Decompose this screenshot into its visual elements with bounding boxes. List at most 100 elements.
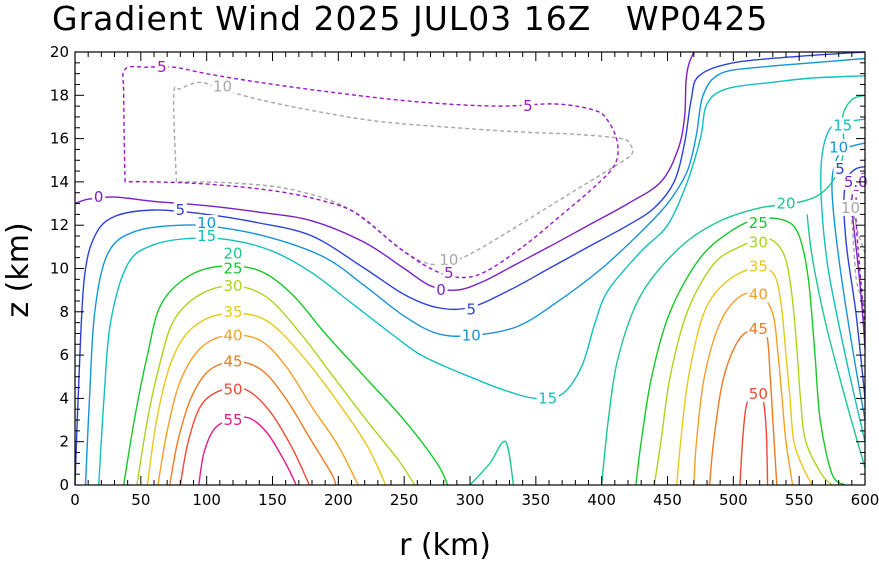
contour-pos30-label: 30 xyxy=(749,234,768,252)
contour-pos5-label: 5 xyxy=(176,201,186,219)
contour-pos55-label: 55 xyxy=(223,411,242,429)
contour-neg5-line xyxy=(855,172,866,328)
contour-neg5-line xyxy=(122,65,619,279)
y-tick-label: 2 xyxy=(59,433,69,451)
contour-pos15-label: 15 xyxy=(833,117,852,135)
contour-label-bg xyxy=(155,59,169,76)
contour-pos20-line xyxy=(806,214,866,468)
contour-label-bg xyxy=(437,251,460,268)
y-axis-ticks: 0 2 4 6 8 10 12 14 16 18 20 xyxy=(50,43,865,494)
contour-labels: 1010105555005.05551010101515152020252530… xyxy=(92,58,872,429)
x-tick-label: 200 xyxy=(324,491,353,509)
contour-pos0-line xyxy=(74,51,695,291)
contour-label-bg xyxy=(536,390,559,407)
contour-label-bg xyxy=(222,327,244,344)
y-tick-label: 14 xyxy=(50,173,69,191)
contour-neg10-label: 10 xyxy=(213,78,232,96)
contour-pos50-label: 50 xyxy=(223,381,242,399)
contour-label-bg xyxy=(747,258,770,275)
contour-pos40-label: 40 xyxy=(223,327,242,345)
contour-label-bg xyxy=(195,228,218,245)
contour-neg10-line xyxy=(849,198,866,308)
contour-pos45-label: 45 xyxy=(223,353,242,371)
contour-label-bg xyxy=(747,286,770,303)
contour-pos10-label: 10 xyxy=(462,327,481,345)
contour-pos30-line xyxy=(136,285,416,486)
contour-label-bg xyxy=(222,381,244,398)
y-tick-label: 16 xyxy=(50,130,69,148)
contour-pos50-label: 50 xyxy=(749,385,768,403)
contour-label-bg xyxy=(827,139,850,156)
x-tick-label: 100 xyxy=(192,491,221,509)
contour-neg5-label: 5 xyxy=(523,97,533,115)
contour-pos15-label: 15 xyxy=(197,227,216,245)
contour-label-bg xyxy=(92,189,106,206)
contour-pos35-line xyxy=(676,267,813,486)
contour-label-bg xyxy=(195,215,218,232)
contour-pos25-label: 25 xyxy=(223,260,242,278)
contour-pos45-line xyxy=(169,360,337,486)
contour-pos20-label: 20 xyxy=(776,195,795,213)
x-tick-label: 600 xyxy=(851,491,879,509)
contour-lines xyxy=(74,51,866,486)
contour-label-bg xyxy=(831,117,854,134)
contour-neg10-label: 10 xyxy=(841,199,860,217)
y-tick-label: 6 xyxy=(59,346,69,364)
contour-pos40-line xyxy=(157,334,359,486)
contour-pos45-label: 45 xyxy=(749,320,768,338)
y-tick-label: 12 xyxy=(50,216,69,234)
contour-pos30-line xyxy=(653,237,833,486)
contour-pos35-label: 35 xyxy=(223,303,242,321)
y-tick-label: 18 xyxy=(50,86,69,104)
x-tick-label: 0 xyxy=(70,491,80,509)
contour-neg5-label: 5 xyxy=(157,58,167,76)
contour-label-bg xyxy=(173,202,187,219)
contour-label-bg xyxy=(464,301,478,318)
x-tick-label: 300 xyxy=(456,491,485,509)
x-tick-label: 50 xyxy=(131,491,150,509)
contour-label-bg xyxy=(222,303,244,320)
contour-pos25-line xyxy=(123,265,449,486)
contour-pos20-line xyxy=(469,440,515,486)
x-tick-label: 250 xyxy=(390,491,419,509)
x-tick-label: 500 xyxy=(719,491,748,509)
contour-label-bg xyxy=(839,199,862,216)
contour-label-bg xyxy=(442,264,456,281)
contour-label-bg xyxy=(222,277,244,294)
contour-pos15-line xyxy=(98,75,866,486)
contour-neg10-line xyxy=(172,81,634,266)
contour-pos0-label: 0 xyxy=(94,188,104,206)
contour-pos30-label: 30 xyxy=(223,277,242,295)
contour-pos0-label: 0 xyxy=(436,281,446,299)
contour-label-bg xyxy=(747,234,770,251)
y-tick-label: 20 xyxy=(50,43,69,61)
contour-label-bg xyxy=(222,353,244,370)
contour-pos10-label: 10 xyxy=(829,138,848,156)
contour-pos40-line xyxy=(693,291,794,486)
y-tick-label: 8 xyxy=(59,303,69,321)
x-axis-ticks: 0 50 100 150 200 250 300 350 400 450 500 550 600 xyxy=(70,52,879,509)
contour-label-bg xyxy=(775,195,797,212)
contour-label-bg xyxy=(833,160,847,177)
contour-label-bg xyxy=(434,282,448,299)
contour-label-bg xyxy=(222,412,244,429)
contour-pos5-label: 5 xyxy=(835,160,845,178)
contour-label-bg xyxy=(747,321,770,338)
contour-label-bg xyxy=(840,173,872,190)
contour-pos20-line xyxy=(601,94,866,486)
x-tick-label: 350 xyxy=(522,491,551,509)
x-tick-label: 450 xyxy=(653,491,682,509)
contour-label-bg xyxy=(747,386,770,403)
contour-pos10-label: 10 xyxy=(197,214,216,232)
contour-pos40-label: 40 xyxy=(749,285,768,303)
contour-pos15-label: 15 xyxy=(538,389,557,407)
contour-pos5-label: 5 xyxy=(467,301,477,319)
contour-pos35-line xyxy=(146,312,387,486)
y-tick-label: 10 xyxy=(50,260,69,278)
contour-neg10-label: 10 xyxy=(439,251,458,269)
contour-pos5-line xyxy=(74,51,866,486)
x-axis-label: r (km) xyxy=(399,528,491,561)
chart-title: Gradient Wind 2025 JUL03 16Z WP0425 xyxy=(52,0,768,38)
y-axis-label: z (km) xyxy=(1,222,36,317)
